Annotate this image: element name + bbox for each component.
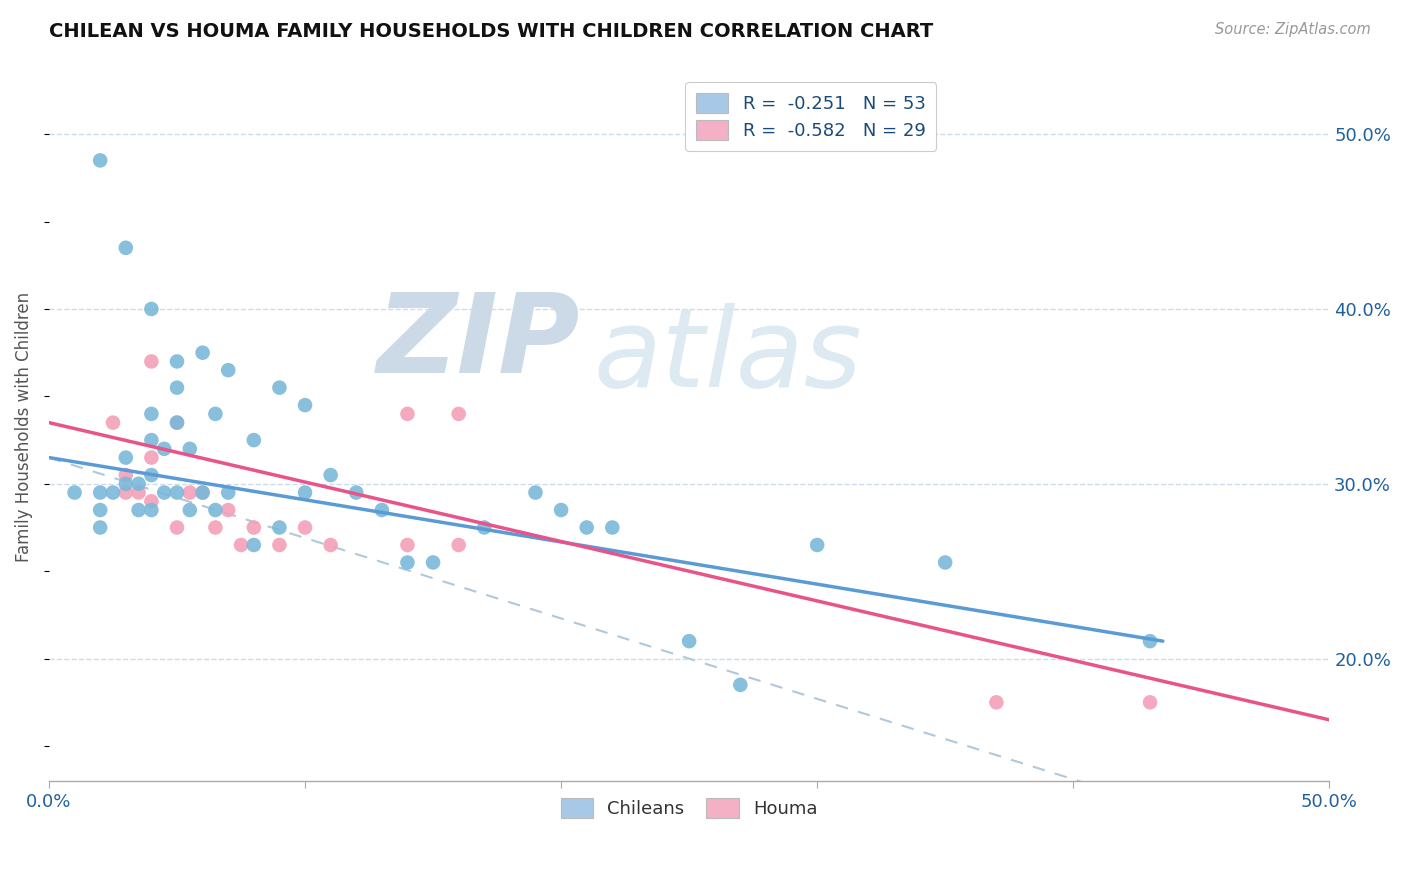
Point xyxy=(294,398,316,412)
Point xyxy=(269,381,291,395)
Point xyxy=(396,538,419,552)
Point xyxy=(179,485,201,500)
Point xyxy=(89,153,111,168)
Point xyxy=(269,520,291,534)
Point xyxy=(319,468,342,483)
Point xyxy=(575,520,598,534)
Point xyxy=(114,241,136,255)
Point xyxy=(179,442,201,456)
Point xyxy=(217,363,239,377)
Point xyxy=(204,407,226,421)
Point xyxy=(141,494,163,508)
Legend: Chileans, Houma: Chileans, Houma xyxy=(554,790,825,825)
Point xyxy=(472,520,495,534)
Text: Source: ZipAtlas.com: Source: ZipAtlas.com xyxy=(1215,22,1371,37)
Point xyxy=(153,442,176,456)
Point xyxy=(396,556,419,570)
Point xyxy=(229,538,252,552)
Text: CHILEAN VS HOUMA FAMILY HOUSEHOLDS WITH CHILDREN CORRELATION CHART: CHILEAN VS HOUMA FAMILY HOUSEHOLDS WITH … xyxy=(49,22,934,41)
Point xyxy=(89,485,111,500)
Point xyxy=(166,416,188,430)
Point xyxy=(141,354,163,368)
Text: ZIP: ZIP xyxy=(377,288,581,395)
Point xyxy=(114,476,136,491)
Point xyxy=(294,485,316,500)
Point xyxy=(141,468,163,483)
Point xyxy=(243,433,266,447)
Point xyxy=(179,503,201,517)
Text: atlas: atlas xyxy=(593,302,862,409)
Point xyxy=(1139,695,1161,709)
Point xyxy=(141,433,163,447)
Point xyxy=(204,503,226,517)
Point xyxy=(217,485,239,500)
Point xyxy=(153,485,176,500)
Point xyxy=(166,354,188,368)
Point xyxy=(141,407,163,421)
Point xyxy=(243,520,266,534)
Point xyxy=(678,634,700,648)
Point xyxy=(101,485,124,500)
Point xyxy=(191,345,214,359)
Point xyxy=(1139,634,1161,648)
Point xyxy=(524,485,547,500)
Point xyxy=(217,503,239,517)
Point xyxy=(243,538,266,552)
Point xyxy=(730,678,752,692)
Point xyxy=(447,538,470,552)
Point xyxy=(128,485,150,500)
Point xyxy=(344,485,367,500)
Point xyxy=(114,485,136,500)
Point xyxy=(371,503,394,517)
Point xyxy=(114,468,136,483)
Point xyxy=(269,538,291,552)
Point xyxy=(89,520,111,534)
Point xyxy=(191,485,214,500)
Point xyxy=(934,556,956,570)
Point xyxy=(166,381,188,395)
Y-axis label: Family Households with Children: Family Households with Children xyxy=(15,292,32,562)
Point xyxy=(89,503,111,517)
Point xyxy=(986,695,1008,709)
Point xyxy=(294,520,316,534)
Point xyxy=(141,301,163,316)
Point xyxy=(114,450,136,465)
Point xyxy=(166,520,188,534)
Point xyxy=(191,485,214,500)
Point xyxy=(396,407,419,421)
Point xyxy=(128,503,150,517)
Point xyxy=(141,503,163,517)
Point xyxy=(422,556,444,570)
Point xyxy=(204,520,226,534)
Point xyxy=(806,538,828,552)
Point xyxy=(166,485,188,500)
Point xyxy=(550,503,572,517)
Point xyxy=(141,450,163,465)
Point xyxy=(447,407,470,421)
Point xyxy=(63,485,86,500)
Point xyxy=(128,476,150,491)
Point xyxy=(101,416,124,430)
Point xyxy=(166,416,188,430)
Point xyxy=(600,520,623,534)
Point xyxy=(319,538,342,552)
